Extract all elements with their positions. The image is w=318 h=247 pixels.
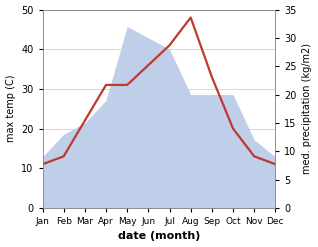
Y-axis label: med. precipitation (kg/m2): med. precipitation (kg/m2) [302, 43, 313, 174]
Y-axis label: max temp (C): max temp (C) [5, 75, 16, 143]
X-axis label: date (month): date (month) [118, 231, 200, 242]
